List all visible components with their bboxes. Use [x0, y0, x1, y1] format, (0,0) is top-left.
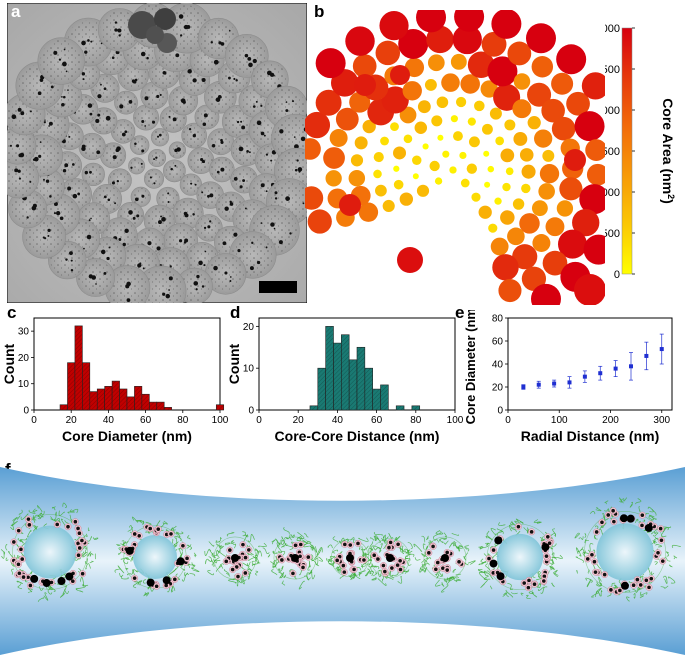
x-tick-label: 80 [410, 415, 422, 426]
histogram-bar [356, 346, 366, 411]
histogram-bar [96, 388, 105, 411]
histogram-bar [104, 386, 113, 411]
data-point [644, 353, 649, 358]
y-tick-label: 0 [23, 406, 29, 417]
histogram-bar [82, 362, 91, 411]
histogram-bar [325, 326, 334, 411]
histogram-bar [317, 367, 326, 411]
y-tick-label: 40 [492, 360, 504, 371]
histogram-bar [395, 405, 405, 411]
colorbar-tick-label: 0 [614, 269, 620, 281]
colorbar-tick-label: 2500 [605, 64, 620, 76]
histogram-bar [149, 401, 158, 411]
core-area-map-panel [299, 1, 614, 314]
x-tick-label: 60 [371, 415, 383, 426]
panel-label-b: b [314, 2, 325, 21]
y-tick-label: 10 [243, 364, 255, 375]
y-tick-label: 20 [243, 322, 255, 333]
y-tick-label: 60 [492, 337, 504, 348]
data-point [598, 371, 603, 376]
x-tick-label: 100 [447, 415, 464, 426]
channel-schematic [0, 462, 685, 660]
x-tick-label: 100 [551, 415, 568, 426]
histogram-bar [163, 407, 172, 411]
colorbar-tick-label: 2000 [605, 105, 620, 117]
histogram-bar [341, 334, 350, 411]
x-tick-label: 0 [505, 415, 511, 426]
x-tick-label: 80 [177, 415, 189, 426]
y-tick-label: 0 [497, 406, 503, 417]
x-axis-label: Core Diameter (nm) [62, 428, 192, 444]
data-point [521, 385, 526, 389]
histogram-bar [67, 362, 76, 411]
histogram-bar [309, 405, 319, 411]
colorbar-tick-label: 500 [605, 228, 620, 240]
data-point [613, 366, 618, 371]
histogram-bar [111, 380, 120, 411]
histogram-bar [372, 388, 381, 411]
y-tick-label: 0 [248, 406, 254, 417]
core-diameter-histogram: 0 20 40 60 80 100 0 10 20 30 Core Diameter (nm) Cou… [0, 310, 230, 450]
data-point [567, 380, 572, 385]
x-axis-label: Core-Core Distance (nm) [275, 428, 440, 444]
micelles [0, 497, 681, 602]
x-axis-label: Radial Distance (nm) [521, 428, 659, 444]
data-point [629, 364, 633, 369]
colorbar-gradient [621, 27, 633, 275]
x-tick-label: 0 [31, 415, 37, 426]
histogram-bar [126, 396, 135, 411]
data-point [552, 381, 557, 386]
x-tick-label: 20 [66, 415, 78, 426]
x-tick-label: 300 [653, 415, 670, 426]
data-point [659, 347, 664, 352]
x-tick-label: 60 [140, 415, 152, 426]
tem-micrograph-panel [0, 2, 320, 317]
histogram-bar [215, 404, 225, 411]
y-axis-label: Count [1, 343, 17, 384]
histogram-bar [89, 391, 98, 411]
tem-vesicles [0, 2, 320, 317]
y-axis-label: Core Diameter (nm) [463, 310, 478, 424]
colorbar-tick-label: 1500 [605, 146, 620, 158]
histogram-bar [59, 404, 68, 411]
histogram-bar [333, 342, 342, 411]
x-tick-label: 20 [293, 415, 305, 426]
x-tick-label: 40 [103, 415, 115, 426]
x-tick-label: 0 [256, 415, 262, 426]
panel-label-c: c [7, 303, 17, 322]
core-core-distance-histogram: 0 20 40 60 80 100 0 10 20 Core-Core Distance (nm)… [225, 310, 465, 450]
radial-core-diameter-plot: 0 100 200 300 0 20 40 60 80 Radial Distance (nm) C… [460, 304, 682, 450]
y-axis-label: Count [226, 343, 242, 384]
data-point [536, 382, 541, 387]
histogram-bar [156, 401, 165, 411]
panel-label-a: a [11, 2, 21, 21]
colorbar-title: Core Area (nm2) [660, 98, 676, 204]
x-tick-label: 200 [602, 415, 619, 426]
y-tick-label: 10 [18, 379, 30, 390]
histogram-bar [141, 393, 150, 411]
y-tick-label: 30 [18, 327, 30, 338]
panel-label-d: d [230, 303, 241, 322]
panel-label-e: e [455, 303, 465, 322]
scale-bar [259, 281, 297, 293]
tem-aggregate [128, 8, 177, 53]
histogram-bar [380, 384, 389, 411]
tem-micrograph [0, 2, 320, 317]
histogram-bar [134, 386, 143, 411]
y-tick-label: 20 [492, 383, 504, 394]
data-point [582, 374, 587, 379]
histogram-bar [411, 405, 421, 411]
histogram-bar [74, 325, 83, 411]
core-area-map [299, 1, 614, 314]
x-tick-label: 100 [212, 415, 229, 426]
y-tick-label: 80 [492, 314, 504, 325]
histogram-bar [348, 359, 358, 411]
histogram-bar [364, 367, 373, 411]
x-tick-label: 40 [332, 415, 344, 426]
y-tick-label: 20 [18, 353, 30, 364]
histogram-bar [119, 388, 128, 411]
